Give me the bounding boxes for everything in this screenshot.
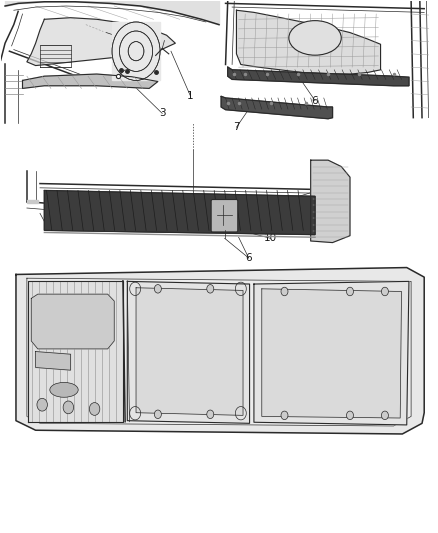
Polygon shape xyxy=(221,96,332,119)
Text: 4: 4 xyxy=(43,221,50,231)
Circle shape xyxy=(154,410,161,418)
Circle shape xyxy=(281,411,288,419)
Polygon shape xyxy=(254,281,409,425)
Polygon shape xyxy=(136,288,243,415)
Circle shape xyxy=(346,287,353,296)
Ellipse shape xyxy=(289,21,341,55)
Text: 9: 9 xyxy=(38,329,44,340)
Circle shape xyxy=(346,411,353,419)
Polygon shape xyxy=(35,352,71,370)
Polygon shape xyxy=(27,278,411,426)
Circle shape xyxy=(89,402,100,415)
Text: 5: 5 xyxy=(257,203,264,213)
Polygon shape xyxy=(237,10,381,74)
Circle shape xyxy=(37,398,47,411)
Polygon shape xyxy=(28,281,123,422)
Polygon shape xyxy=(31,294,114,349)
FancyBboxPatch shape xyxy=(211,199,238,232)
Polygon shape xyxy=(44,190,315,235)
Circle shape xyxy=(112,22,160,80)
Circle shape xyxy=(207,285,214,293)
Polygon shape xyxy=(112,22,160,80)
Circle shape xyxy=(381,287,389,296)
Polygon shape xyxy=(16,268,424,434)
Polygon shape xyxy=(127,281,250,423)
Text: 6: 6 xyxy=(146,209,152,220)
Polygon shape xyxy=(27,200,38,203)
Polygon shape xyxy=(27,18,175,66)
Circle shape xyxy=(154,285,161,293)
Circle shape xyxy=(281,287,288,296)
Text: 1: 1 xyxy=(187,91,194,101)
Text: 10: 10 xyxy=(264,233,277,244)
Polygon shape xyxy=(228,67,409,86)
Circle shape xyxy=(207,410,214,418)
Circle shape xyxy=(381,411,389,419)
Text: 6: 6 xyxy=(312,95,318,106)
Ellipse shape xyxy=(50,382,78,397)
Text: 8: 8 xyxy=(379,369,386,379)
Circle shape xyxy=(63,401,74,414)
Text: 7: 7 xyxy=(233,122,240,132)
Text: 6: 6 xyxy=(245,253,252,263)
Text: 11: 11 xyxy=(114,33,127,43)
Polygon shape xyxy=(262,289,402,418)
Text: 3: 3 xyxy=(159,108,166,118)
Polygon shape xyxy=(22,74,158,88)
Polygon shape xyxy=(311,160,350,243)
